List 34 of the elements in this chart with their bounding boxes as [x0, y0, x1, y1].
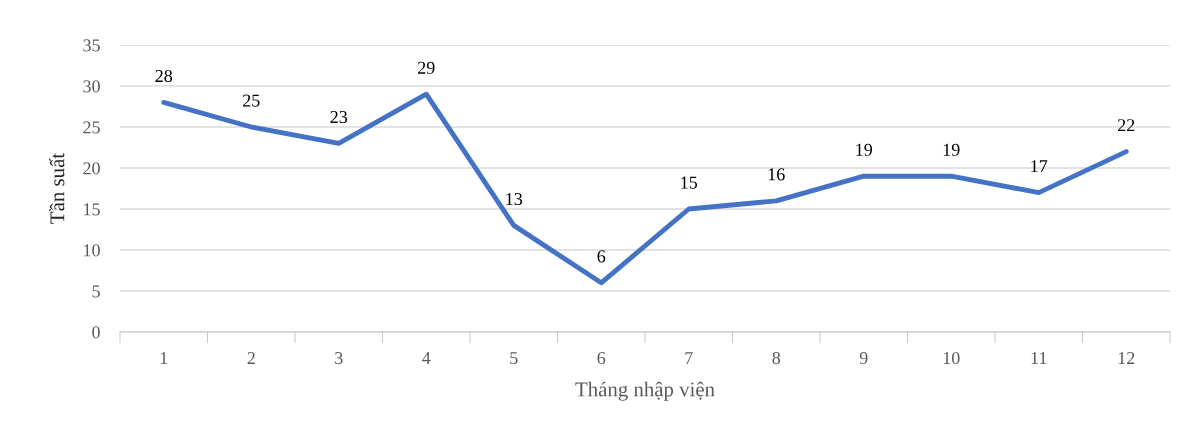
x-tick-label: 5: [510, 352, 518, 365]
y-tick-label: 35: [83, 39, 100, 52]
data-label: 19: [943, 143, 960, 156]
y-tick-label: 30: [83, 80, 100, 93]
y-axis-title: Tần suất: [49, 153, 65, 224]
y-tick-label: 20: [83, 162, 100, 175]
data-label: 13: [506, 192, 523, 206]
data-label: 6: [597, 250, 606, 263]
y-tick-label: 10: [84, 244, 100, 257]
x-tick-label: 8: [772, 351, 781, 365]
y-tick-label: 5: [92, 285, 100, 298]
data-label: 29: [418, 61, 435, 74]
y-tick-label: 25: [83, 121, 100, 134]
y-tick-label: 0: [92, 326, 100, 339]
data-label: 19: [856, 143, 873, 156]
x-tick-label: 10: [943, 351, 960, 365]
data-label: 25: [243, 94, 260, 107]
x-tick-label: 7: [685, 352, 693, 364]
data-label: 22: [1118, 119, 1135, 132]
y-tick-label: 15: [84, 203, 100, 216]
data-label: 28: [155, 69, 173, 83]
data-label: 15: [681, 176, 698, 189]
x-tick-label: 11: [1031, 352, 1047, 364]
data-label: 23: [330, 110, 348, 124]
x-axis-title: Tháng nhập viện: [575, 381, 715, 401]
x-tick-label: 3: [335, 352, 343, 365]
x-tick-label: 6: [597, 352, 606, 365]
x-tick-label: 1: [160, 352, 168, 364]
data-label: 17: [1031, 160, 1048, 173]
x-tick-label: 9: [859, 352, 868, 365]
x-tick-label: 2: [247, 352, 255, 364]
x-tick-label: 12: [1118, 352, 1135, 364]
data-label: 16: [768, 168, 785, 181]
x-tick-label: 4: [422, 352, 431, 364]
